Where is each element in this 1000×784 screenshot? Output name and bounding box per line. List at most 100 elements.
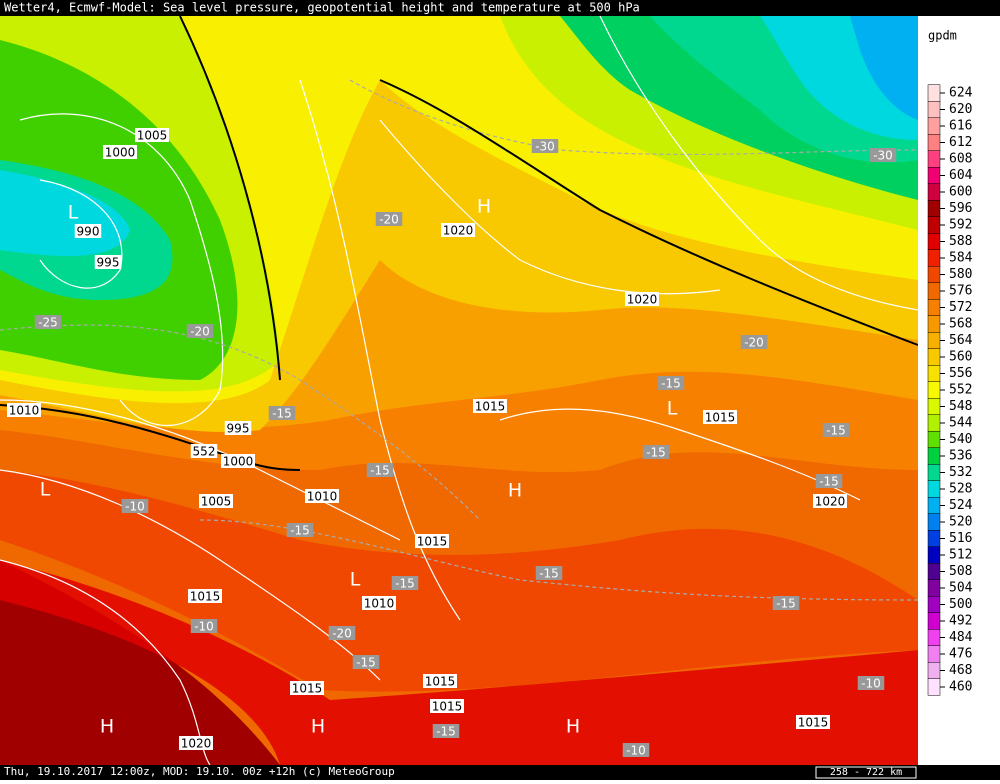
legend-swatch: [927, 117, 941, 135]
isotherms: [0, 79, 919, 601]
legend-swatch: [927, 579, 941, 597]
temperature-label: -15: [776, 597, 796, 611]
legend-swatch: [927, 150, 941, 168]
legend-swatch: [927, 414, 941, 432]
pressure-center: H: [566, 716, 580, 738]
temperature-label-box: [186, 324, 214, 338]
temperature-label: -25: [38, 316, 58, 330]
pressure-center: H: [311, 716, 325, 738]
pressure-label: 1015: [425, 675, 456, 689]
legend-level: 532: [949, 465, 972, 480]
pressure-label: 1005: [201, 495, 232, 509]
temperature-label: -10: [194, 620, 214, 634]
legend-level: 620: [949, 102, 972, 117]
legend-swatch: [927, 447, 941, 465]
legend-level: 568: [949, 317, 972, 332]
pressure-center: H: [508, 480, 522, 502]
pressure-label: 552: [193, 445, 216, 459]
legend-level: 504: [949, 581, 973, 596]
legend-level: 476: [949, 647, 972, 662]
footer-info: Thu, 19.10.2017 12:00z, MOD: 19.10. 00z …: [4, 765, 395, 778]
legend-swatch: [927, 513, 941, 531]
pressure-label: 1015: [475, 400, 506, 414]
legend-swatch: [927, 299, 941, 316]
pressure-label-box: [703, 410, 737, 424]
temperature-label: -15: [436, 725, 456, 739]
pressure-label: 1000: [223, 455, 254, 469]
temperature-label: -20: [332, 627, 352, 641]
legend-level: 580: [949, 267, 972, 282]
pressure-center: H: [100, 716, 114, 738]
temperature-label: -15: [356, 656, 376, 670]
pressure-label: 1010: [307, 490, 338, 504]
legend-swatch: [927, 546, 941, 564]
legend-swatch: [927, 101, 941, 118]
temperature-label: -10: [861, 677, 881, 691]
pressure-label-box: [135, 128, 169, 142]
temperature-label-box: [352, 655, 380, 669]
temperature-label: -15: [290, 524, 310, 538]
temperature-label-box: [432, 724, 460, 738]
legend-swatch: [927, 200, 941, 217]
temperature-label-box: [391, 576, 419, 590]
temperature-label: -30: [873, 149, 893, 163]
pressure-label: 1010: [364, 597, 395, 611]
pressure-label: 1015: [705, 411, 736, 425]
temperature-label: -15: [661, 377, 681, 391]
legend-swatch: [927, 233, 941, 250]
temperature-label-box: [535, 566, 563, 580]
legend-swatch: [927, 662, 941, 679]
legend-level: 564: [949, 333, 973, 348]
pressure-center: L: [350, 569, 361, 591]
temperature-label-box: [268, 406, 296, 420]
map-background: [0, 16, 918, 765]
temperature-label-box: [815, 474, 843, 488]
pressure-label: 1020: [815, 495, 846, 509]
temperature-label: -20: [190, 325, 210, 339]
temperature-label: -10: [125, 500, 145, 514]
legend-swatch: [927, 530, 941, 547]
legend-swatch: [927, 365, 941, 382]
pressure-label-box: [103, 145, 137, 159]
temperature-label: -15: [272, 407, 292, 421]
legend-level: 508: [949, 564, 972, 579]
legend-swatch: [927, 134, 941, 151]
legend-level: 592: [949, 218, 972, 233]
legend-unit: gpdm: [928, 29, 957, 43]
legend-level: 552: [949, 383, 972, 398]
pressure-center: H: [477, 196, 491, 218]
pressure-label-box: [362, 596, 396, 610]
legend-level: 524: [949, 498, 973, 513]
pressure-label-box: [188, 589, 222, 603]
pressure-label-box: [179, 736, 213, 750]
legend-swatch: [927, 381, 941, 399]
temperature-label-box: [328, 626, 356, 640]
pressure-label-box: [221, 454, 255, 468]
legend-level: 516: [949, 531, 972, 546]
pressure-center: L: [667, 398, 678, 420]
temperature-label: -15: [819, 475, 839, 489]
legend-swatch: [927, 216, 941, 234]
temperature-label: -15: [646, 446, 666, 460]
legend-level: 596: [949, 201, 972, 216]
temperature-label: -10: [626, 744, 646, 758]
temperature-label-box: [366, 463, 394, 477]
scale-label: 258 - 722 km: [830, 767, 902, 778]
temperature-label-box: [375, 212, 403, 226]
pressure-label: 1015: [798, 716, 829, 730]
title: Wetter4, Ecmwf-Model: Sea level pressure…: [4, 1, 640, 15]
legend-level: 460: [949, 680, 972, 695]
pressure-label: 1020: [627, 293, 658, 307]
legend-swatch: [927, 167, 941, 184]
legend-level: 468: [949, 663, 972, 678]
temperature-label-box: [642, 445, 670, 459]
pressure-label-box: [423, 674, 457, 688]
legend-level: 604: [949, 168, 973, 183]
temperature-label-box: [657, 376, 685, 390]
legend-level: 512: [949, 548, 972, 563]
legend-level: 572: [949, 300, 972, 315]
legend-level: 576: [949, 284, 972, 299]
legend-level: 500: [949, 597, 972, 612]
pressure-label-box: [415, 534, 449, 548]
